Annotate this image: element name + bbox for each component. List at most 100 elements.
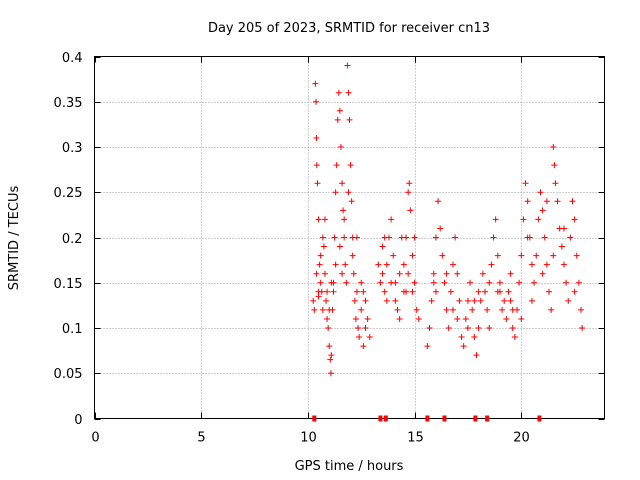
data-point <box>400 288 407 295</box>
data-point <box>388 216 395 223</box>
data-point <box>432 234 439 241</box>
data-point <box>469 306 476 313</box>
data-point <box>379 270 386 277</box>
data-point <box>479 270 486 277</box>
data-point <box>332 261 339 268</box>
data-point <box>415 315 422 322</box>
data-point <box>490 234 497 241</box>
zero-marker <box>442 415 447 422</box>
data-point <box>548 306 555 313</box>
data-point <box>486 279 493 286</box>
data-point <box>337 144 344 150</box>
data-point <box>516 279 523 286</box>
data-point <box>543 261 550 268</box>
data-point <box>353 288 360 295</box>
data-point <box>426 325 433 331</box>
zero-marker <box>383 415 388 422</box>
data-point <box>462 315 469 322</box>
data-point <box>475 325 482 331</box>
data-point <box>458 334 465 341</box>
zero-marker <box>312 415 317 422</box>
data-point <box>326 306 333 313</box>
data-point <box>569 198 576 205</box>
data-point <box>346 116 353 123</box>
data-point <box>358 279 365 286</box>
data-point <box>405 189 412 196</box>
data-point <box>351 297 358 304</box>
data-point <box>443 270 450 277</box>
data-point <box>409 252 416 259</box>
data-point <box>343 279 350 286</box>
data-point <box>528 297 535 304</box>
data-point <box>575 279 582 286</box>
data-point <box>505 288 512 295</box>
data-point <box>445 325 452 331</box>
data-point <box>383 261 390 268</box>
data-point <box>313 270 320 277</box>
data-point <box>327 356 334 363</box>
data-point <box>571 216 578 223</box>
data-point <box>499 306 506 313</box>
data-point <box>381 234 388 241</box>
data-point <box>339 180 346 187</box>
data-point <box>313 134 320 141</box>
data-point <box>375 261 382 268</box>
data-point <box>332 189 339 196</box>
y-tick-label: 0.2 <box>62 232 83 247</box>
data-point <box>552 180 559 187</box>
data-point <box>325 325 332 331</box>
x-tick-label: 10 <box>300 431 317 446</box>
data-point <box>326 343 333 350</box>
data-point <box>578 306 585 313</box>
data-point <box>319 306 326 313</box>
y-tick-label: 0.15 <box>54 277 83 292</box>
data-point <box>390 252 397 259</box>
data-point <box>331 234 338 241</box>
data-point <box>324 315 331 322</box>
data-point <box>394 306 401 313</box>
data-point <box>362 297 369 304</box>
data-point <box>496 279 503 286</box>
data-point <box>353 234 360 241</box>
data-point <box>509 306 516 313</box>
x-axis-label: GPS time / hours <box>295 459 404 474</box>
data-point <box>360 343 367 350</box>
data-point <box>328 279 335 286</box>
data-point <box>501 297 508 304</box>
data-point <box>430 270 437 277</box>
x-tick-label: 20 <box>513 431 530 446</box>
data-point <box>563 279 570 286</box>
data-point <box>345 189 352 196</box>
data-point <box>319 234 326 241</box>
data-point <box>411 234 418 241</box>
data-point <box>392 297 399 304</box>
data-point <box>494 288 501 295</box>
data-point <box>464 297 471 304</box>
chart-title: Day 205 of 2023, SRMTID for receiver cn1… <box>208 21 490 36</box>
data-point <box>381 288 388 295</box>
data-point <box>352 315 359 322</box>
data-point <box>310 297 317 304</box>
data-point <box>339 270 346 277</box>
data-point <box>546 288 553 295</box>
data-point <box>551 162 558 169</box>
y-tick-label: 0.1 <box>62 322 83 337</box>
data-point <box>449 306 456 313</box>
data-point <box>312 98 319 105</box>
data-point <box>524 234 531 241</box>
data-point <box>471 297 478 304</box>
data-point <box>560 261 567 268</box>
data-point <box>350 270 357 277</box>
data-point <box>531 279 538 286</box>
data-point <box>454 315 461 322</box>
data-point <box>364 315 371 322</box>
data-point <box>342 261 349 268</box>
data-point <box>473 352 480 359</box>
data-point <box>428 297 435 304</box>
data-point <box>449 261 456 268</box>
data-point <box>543 198 550 205</box>
data-point <box>314 180 321 187</box>
data-point <box>379 243 386 250</box>
data-point <box>341 234 348 241</box>
data-point <box>518 252 525 259</box>
